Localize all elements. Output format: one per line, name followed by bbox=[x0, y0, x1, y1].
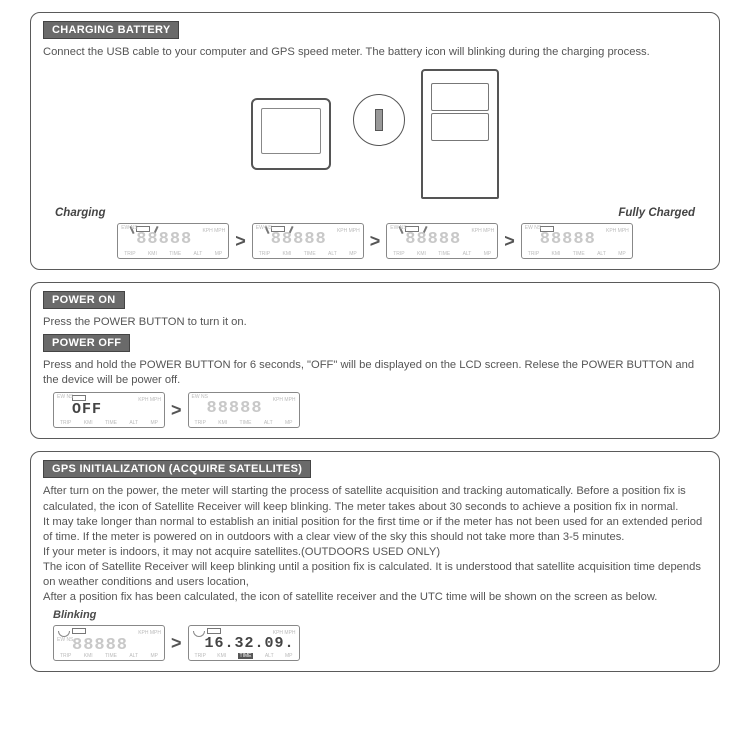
arrow-icon: > bbox=[235, 231, 246, 252]
gps-lcd-row: EW NS 88888 KPH MPH TRIPKMITIMEALTMP > 1… bbox=[43, 625, 707, 661]
lcd-off: EW NS OFF KPH MPH TRIPKMITIMEALTMP bbox=[53, 392, 165, 428]
label-charging: Charging bbox=[55, 207, 105, 219]
lcd-charge-1: EW NS 88888 KPH MPH TRIPKMITIMEALTMP bbox=[117, 223, 229, 259]
arrow-icon: > bbox=[171, 400, 182, 421]
lcd-charge-2: EW NS 88888 KPH MPH TRIPKMITIMEALTMP bbox=[252, 223, 364, 259]
charging-lcd-row: EW NS 88888 KPH MPH TRIPKMITIMEALTMP > E… bbox=[43, 223, 707, 259]
lcd-charge-full: EW NS 88888 KPH MPH TRIPKMITIMEALTMP bbox=[521, 223, 633, 259]
header-charging: CHARGING BATTERY bbox=[43, 21, 179, 39]
charging-illustration bbox=[43, 66, 707, 201]
lcd-charge-3: EW NS 88888 KPH MPH TRIPKMITIMEALTMP bbox=[386, 223, 498, 259]
charging-state-labels: Charging Fully Charged bbox=[43, 207, 707, 219]
header-power-on: POWER ON bbox=[43, 291, 125, 309]
power-lcd-row: EW NS OFF KPH MPH TRIPKMITIMEALTMP > EW … bbox=[43, 392, 707, 428]
section-power: POWER ON Press the POWER BUTTON to turn … bbox=[30, 282, 720, 439]
lcd-gps-fixed: 16.32.09. KPH MPH TRIPKMITIMEALTMP bbox=[188, 625, 300, 661]
lcd-blank: EW NS 88888 KPH MPH TRIPKMITIMEALTMP bbox=[188, 392, 300, 428]
header-gps-init: GPS INITIALIZATION (ACQUIRE SATELLITES) bbox=[43, 460, 311, 478]
text-power-on: Press the POWER BUTTON to turn it on. bbox=[43, 315, 707, 330]
battery-icon bbox=[72, 628, 86, 634]
text-gps-init: After turn on the power, the meter will … bbox=[43, 484, 707, 605]
battery-icon bbox=[207, 628, 221, 634]
section-charging-battery: CHARGING BATTERY Connect the USB cable t… bbox=[30, 12, 720, 270]
header-power-off: POWER OFF bbox=[43, 334, 130, 352]
arrow-icon: > bbox=[370, 231, 381, 252]
label-blinking: Blinking bbox=[43, 609, 707, 621]
text-power-off: Press and hold the POWER BUTTON for 6 se… bbox=[43, 358, 707, 388]
usb-connector-icon bbox=[353, 94, 405, 146]
computer-tower-icon bbox=[421, 69, 499, 199]
gps-device-icon bbox=[251, 98, 331, 170]
lcd-gps-blinking: EW NS 88888 KPH MPH TRIPKMITIMEALTMP bbox=[53, 625, 165, 661]
lcd-bottom: TRIPKMITIMEALTMP bbox=[124, 251, 222, 257]
text-charging: Connect the USB cable to your computer a… bbox=[43, 45, 707, 60]
label-fully-charged: Fully Charged bbox=[618, 207, 695, 219]
arrow-icon: > bbox=[171, 633, 182, 654]
satellite-icon bbox=[193, 628, 204, 639]
section-gps-init: GPS INITIALIZATION (ACQUIRE SATELLITES) … bbox=[30, 451, 720, 672]
arrow-icon: > bbox=[504, 231, 515, 252]
